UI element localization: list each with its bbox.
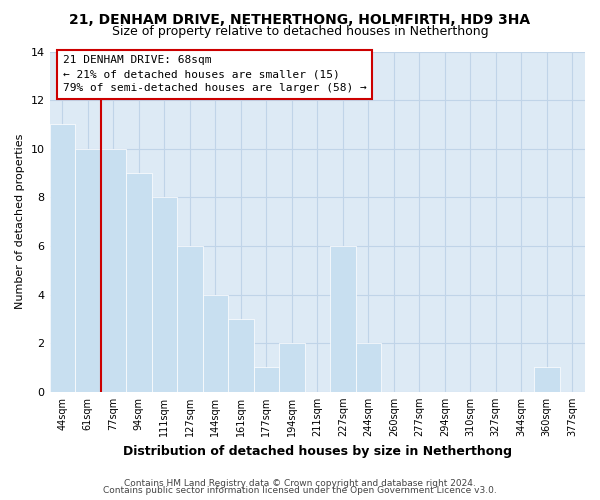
Text: Size of property relative to detached houses in Netherthong: Size of property relative to detached ho… — [112, 25, 488, 38]
Y-axis label: Number of detached properties: Number of detached properties — [15, 134, 25, 310]
Bar — [177, 246, 203, 392]
Text: 21, DENHAM DRIVE, NETHERTHONG, HOLMFIRTH, HD9 3HA: 21, DENHAM DRIVE, NETHERTHONG, HOLMFIRTH… — [70, 12, 530, 26]
Bar — [254, 368, 279, 392]
Text: Contains public sector information licensed under the Open Government Licence v3: Contains public sector information licen… — [103, 486, 497, 495]
Bar — [126, 173, 152, 392]
X-axis label: Distribution of detached houses by size in Netherthong: Distribution of detached houses by size … — [123, 444, 512, 458]
Bar — [356, 343, 381, 392]
Bar — [534, 368, 560, 392]
Text: Contains HM Land Registry data © Crown copyright and database right 2024.: Contains HM Land Registry data © Crown c… — [124, 478, 476, 488]
Bar — [101, 148, 126, 392]
Bar — [203, 294, 228, 392]
Bar — [330, 246, 356, 392]
Bar — [279, 343, 305, 392]
Bar — [152, 198, 177, 392]
Bar — [228, 319, 254, 392]
Bar — [50, 124, 75, 392]
Text: 21 DENHAM DRIVE: 68sqm
← 21% of detached houses are smaller (15)
79% of semi-det: 21 DENHAM DRIVE: 68sqm ← 21% of detached… — [63, 55, 367, 93]
Bar — [75, 148, 101, 392]
